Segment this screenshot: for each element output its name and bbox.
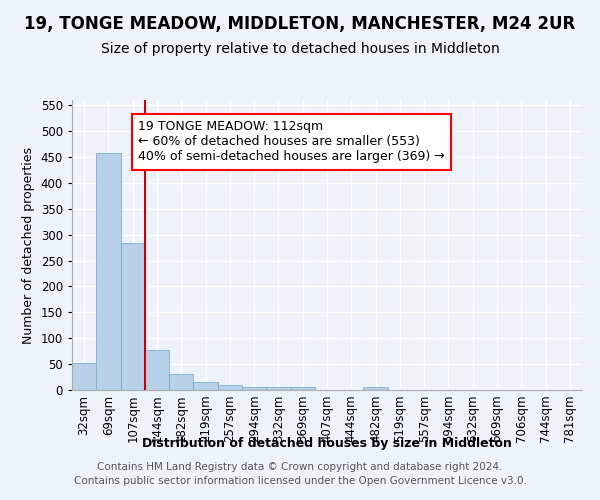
Bar <box>266 388 290 390</box>
Text: Contains public sector information licensed under the Open Government Licence v3: Contains public sector information licen… <box>74 476 526 486</box>
Text: 19, TONGE MEADOW, MIDDLETON, MANCHESTER, M24 2UR: 19, TONGE MEADOW, MIDDLETON, MANCHESTER,… <box>25 15 575 33</box>
Bar <box>364 388 388 390</box>
Text: Distribution of detached houses by size in Middleton: Distribution of detached houses by size … <box>142 438 512 450</box>
Text: Contains HM Land Registry data © Crown copyright and database right 2024.: Contains HM Land Registry data © Crown c… <box>97 462 503 472</box>
Text: 19 TONGE MEADOW: 112sqm
← 60% of detached houses are smaller (553)
40% of semi-d: 19 TONGE MEADOW: 112sqm ← 60% of detache… <box>139 120 445 164</box>
Bar <box>193 382 218 390</box>
Bar <box>169 374 193 390</box>
Bar <box>242 387 266 390</box>
Bar <box>218 385 242 390</box>
Bar <box>145 350 169 390</box>
Text: Size of property relative to detached houses in Middleton: Size of property relative to detached ho… <box>101 42 499 56</box>
Bar <box>72 362 96 390</box>
Bar <box>121 244 145 390</box>
Bar <box>96 153 121 390</box>
Bar <box>290 387 315 390</box>
Y-axis label: Number of detached properties: Number of detached properties <box>22 146 35 344</box>
